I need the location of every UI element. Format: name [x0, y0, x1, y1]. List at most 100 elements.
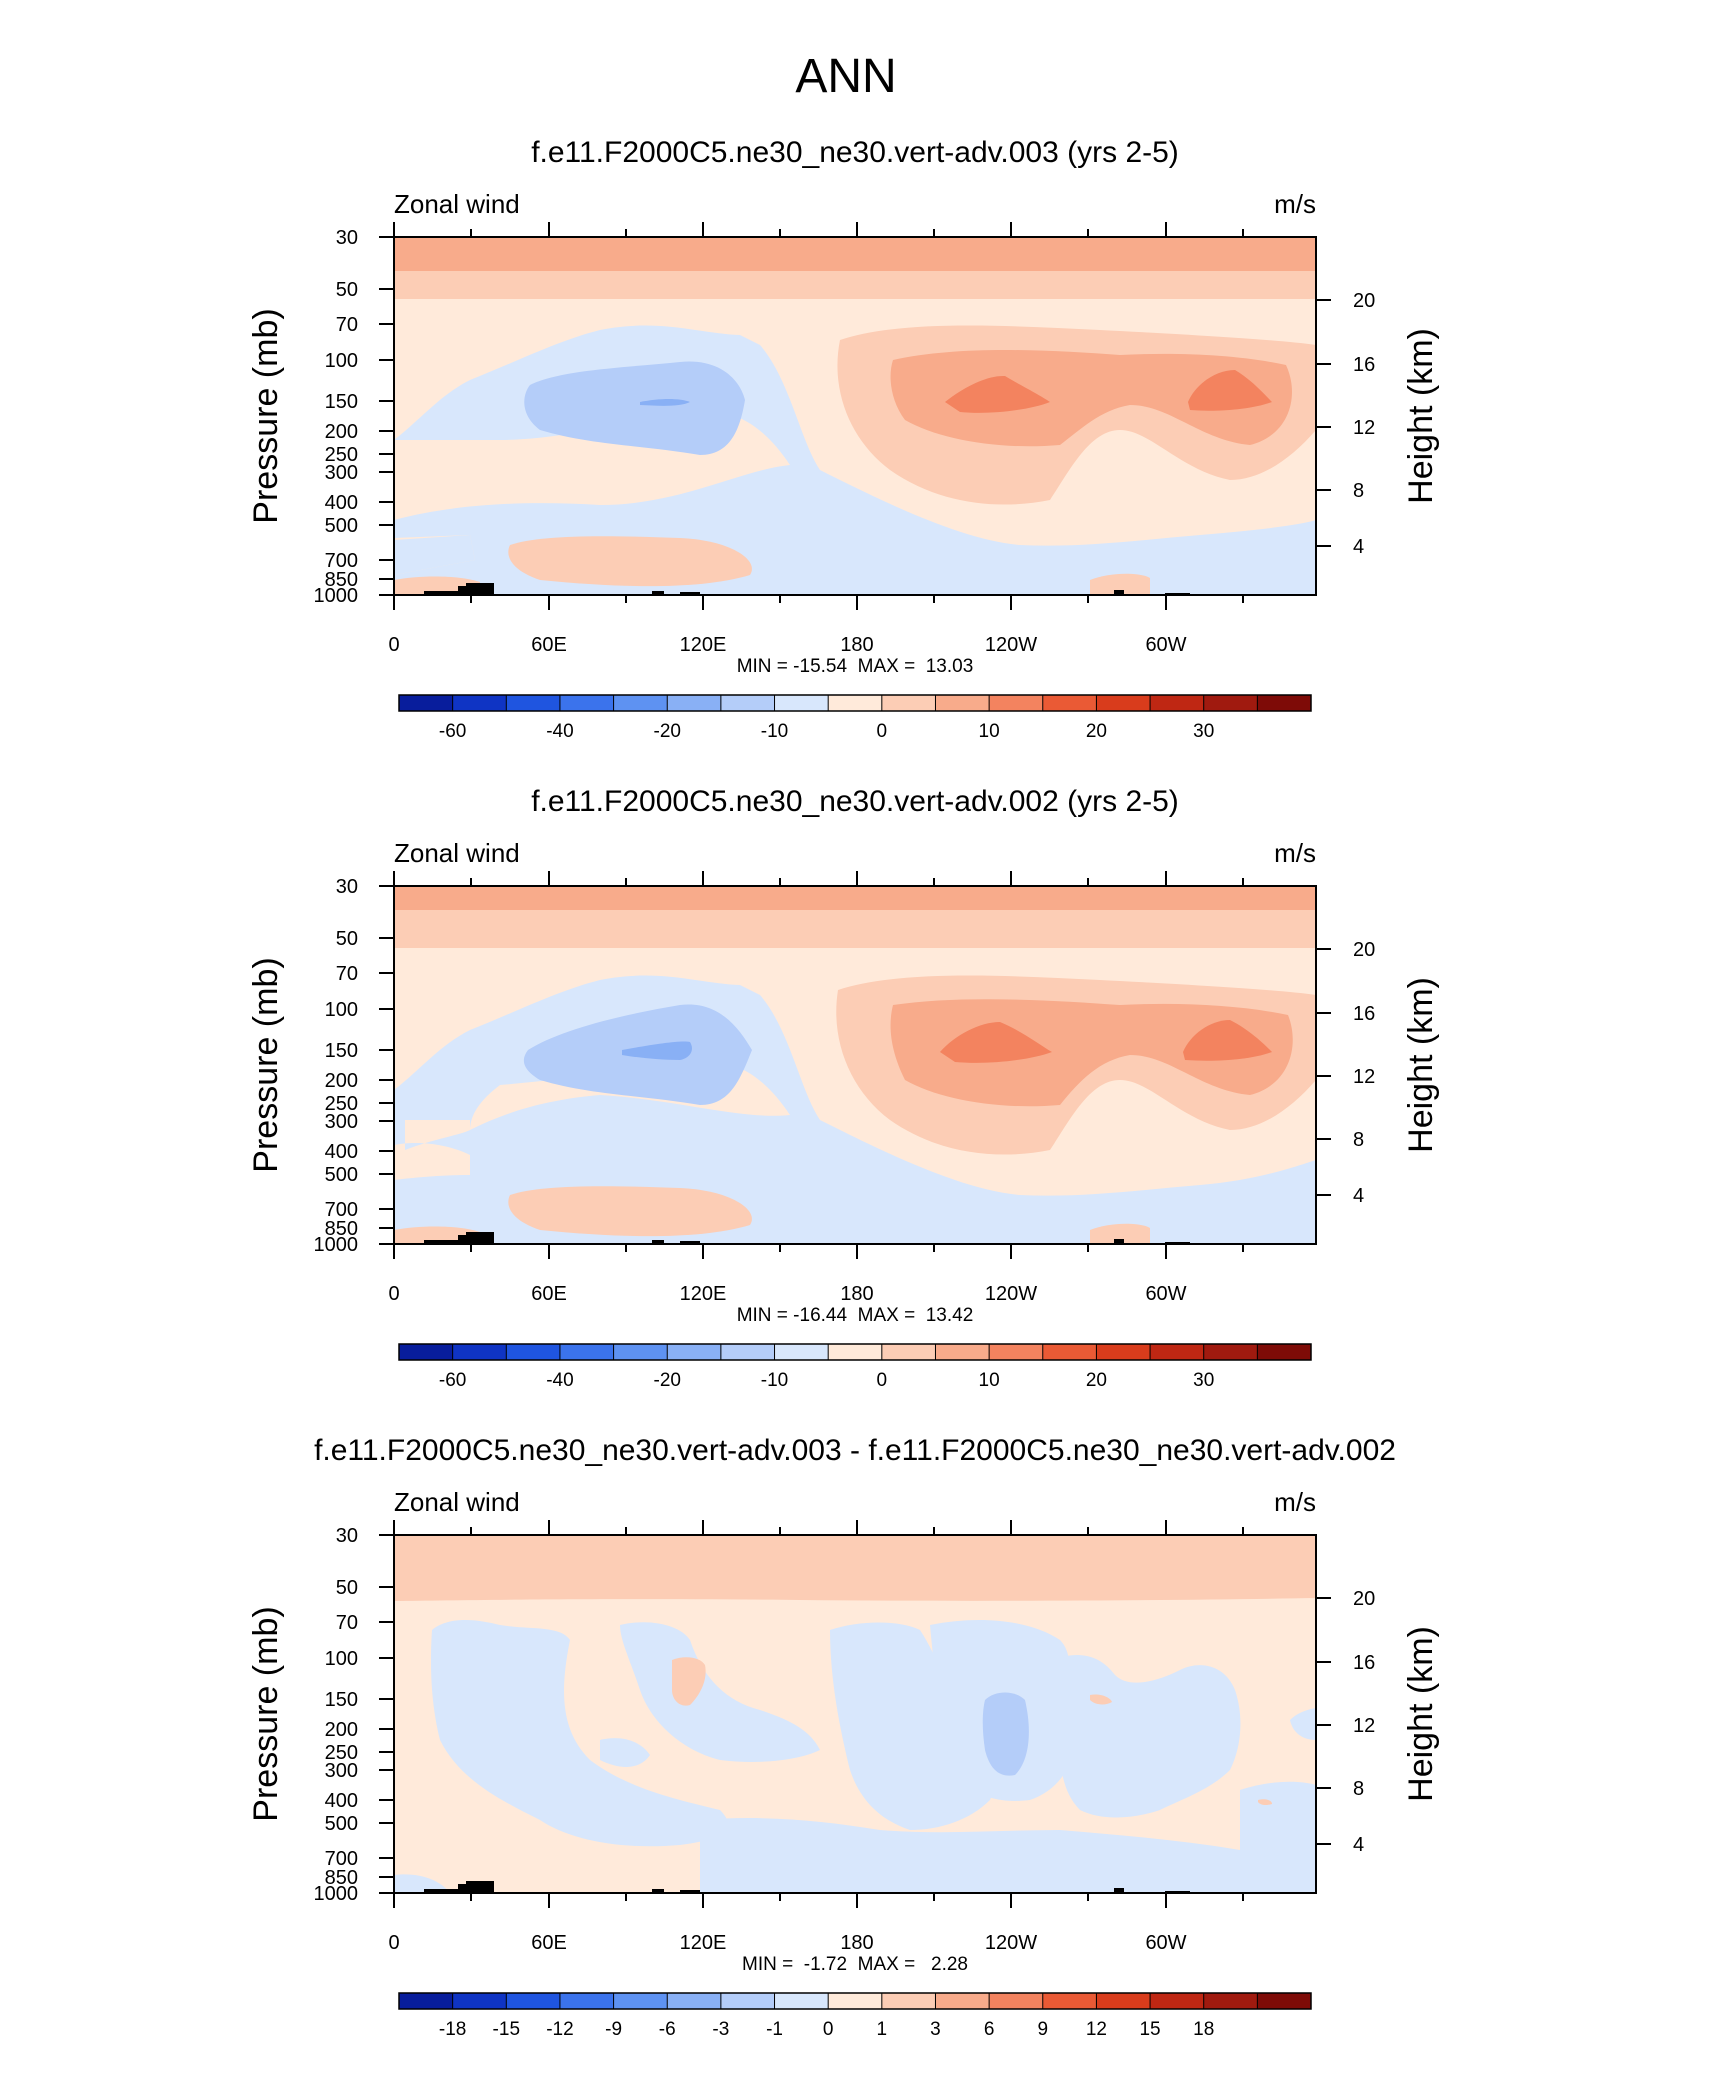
colorbar-swatch	[399, 1993, 453, 2009]
contour-band	[982, 1692, 1029, 1776]
colorbar: -60 -40 -20 -10 0 10 20 30	[398, 694, 1312, 742]
colorbar-swatch	[667, 1344, 722, 1360]
y-tick-label: 400	[325, 1790, 358, 1812]
y-tick-label: 700	[325, 550, 358, 572]
colorbar-label: 18	[1193, 2019, 1214, 2040]
colorbar-label: 12	[1086, 2019, 1107, 2040]
y-tick-label: 150	[325, 391, 358, 413]
y-tick-label: 850	[325, 569, 358, 591]
y-tick-label: 300	[325, 462, 358, 484]
contour-band	[672, 1657, 706, 1706]
variable-label: Zonal wind	[394, 838, 520, 868]
y2-tick-label: 12	[1353, 417, 1375, 439]
panel-title: f.e11.F2000C5.ne30_ne30.vert-adv.002 (yr…	[531, 785, 1179, 818]
colorbar-label: 6	[984, 2019, 995, 2040]
variable-label: Zonal wind	[394, 189, 520, 219]
y2-axis-label: Height (km)	[1402, 328, 1440, 504]
y2-tick-label: 16	[1353, 1652, 1375, 1674]
y2-tick-label: 8	[1353, 1129, 1364, 1151]
y2-tick-label: 12	[1353, 1066, 1375, 1088]
y-tick-label: 30	[336, 876, 358, 898]
panel-1: f.e11.F2000C5.ne30_ne30.vert-adv.003 (yr…	[247, 136, 1440, 742]
y2-tick-label: 8	[1353, 1778, 1364, 1800]
y-tick-label: 200	[325, 1719, 358, 1741]
y-tick-label: 70	[336, 314, 358, 336]
colorbar-swatch	[720, 695, 775, 711]
colorbar-label: -40	[546, 1370, 573, 1391]
colorbar-label: -15	[493, 2019, 520, 2040]
x-tick-label: 60E	[531, 1283, 567, 1305]
colorbar-swatch	[1096, 1344, 1151, 1360]
y-tick-label: 250	[325, 1093, 358, 1115]
colorbar-swatch	[667, 695, 722, 711]
colorbar-swatch	[1150, 695, 1205, 711]
x-tick-label: 60W	[1145, 634, 1186, 656]
x-tick-label: 0	[388, 634, 399, 656]
colorbar-label: 15	[1139, 2019, 1160, 2040]
colorbar-swatch	[506, 695, 561, 711]
colorbar-label: -12	[546, 2019, 573, 2040]
colorbar-swatch	[1203, 695, 1258, 711]
y-tick-label: 300	[325, 1760, 358, 1782]
contour-band	[1188, 370, 1272, 411]
colorbar-swatch	[881, 1344, 936, 1360]
units-label: m/s	[1274, 838, 1316, 868]
variable-label: Zonal wind	[394, 1487, 520, 1517]
y-tick-label: 300	[325, 1111, 358, 1133]
colorbar-label: -9	[605, 2019, 622, 2040]
y-tick-label: 400	[325, 492, 358, 514]
colorbar-label: -6	[659, 2019, 676, 2040]
y-tick-label: 150	[325, 1689, 358, 1711]
y-tick-label: 70	[336, 963, 358, 985]
y-tick-label: 500	[325, 1813, 358, 1835]
y-axis-label: Pressure (mb)	[247, 308, 285, 523]
contour-field	[394, 237, 1316, 595]
colorbar-swatch	[1096, 695, 1151, 711]
y-tick-label: 850	[325, 1218, 358, 1240]
contour-band	[890, 350, 1292, 447]
colorbar-swatch	[1257, 1344, 1312, 1360]
colorbar-label: -20	[654, 721, 681, 742]
y-tick-label: 100	[325, 999, 358, 1021]
contour-field	[394, 1535, 1316, 1893]
panel-3: f.e11.F2000C5.ne30_ne30.vert-adv.003 - f…	[247, 1434, 1440, 2040]
y2-tick-label: 4	[1353, 1834, 1364, 1856]
x-tick-label: 120W	[985, 634, 1037, 656]
plot-frame	[393, 885, 1317, 1245]
axis-ticks	[379, 1520, 1331, 1908]
x-tick-label: 0	[388, 1283, 399, 1305]
colorbar-swatch	[452, 695, 507, 711]
units-label: m/s	[1274, 189, 1316, 219]
y-tick-label: 400	[325, 1141, 358, 1163]
contour-band	[508, 536, 752, 587]
colorbar-swatch	[559, 695, 614, 711]
contour-band	[394, 886, 1316, 910]
colorbar-label: -10	[761, 721, 788, 742]
colorbar-swatch	[774, 695, 829, 711]
colorbar-label: -60	[439, 1370, 466, 1391]
colorbar-label: 0	[823, 2019, 834, 2040]
y-tick-label: 1000	[314, 1234, 359, 1256]
y2-tick-label: 16	[1353, 354, 1375, 376]
colorbar-swatch	[613, 1344, 668, 1360]
contour-band	[1090, 1223, 1150, 1244]
x-tick-label: 120W	[985, 1283, 1037, 1305]
y-axis-label: Pressure (mb)	[247, 957, 285, 1172]
panel-title: f.e11.F2000C5.ne30_ne30.vert-adv.003 - f…	[314, 1434, 1396, 1467]
contour-band	[1258, 1799, 1272, 1806]
x-tick-label: 60E	[531, 634, 567, 656]
colorbar-label: -3	[712, 2019, 729, 2040]
y-tick-label: 500	[325, 1164, 358, 1186]
colorbar-swatch	[1042, 1993, 1097, 2009]
colorbar-swatch	[613, 1993, 668, 2009]
contour-band	[394, 237, 1316, 271]
colorbar-frame	[398, 694, 1312, 712]
colorbar-label: 1	[877, 2019, 888, 2040]
colorbar: -18 -15 -12 -9 -6 -3 -1 0 1 3 6 9 12 15 18	[398, 1992, 1312, 2040]
contour-band	[640, 399, 690, 406]
axis-ticks	[379, 871, 1331, 1259]
y2-tick-label: 20	[1353, 290, 1375, 312]
colorbar-swatch	[667, 1993, 722, 2009]
y2-tick-label: 4	[1353, 1185, 1364, 1207]
contour-band	[620, 1622, 820, 1762]
